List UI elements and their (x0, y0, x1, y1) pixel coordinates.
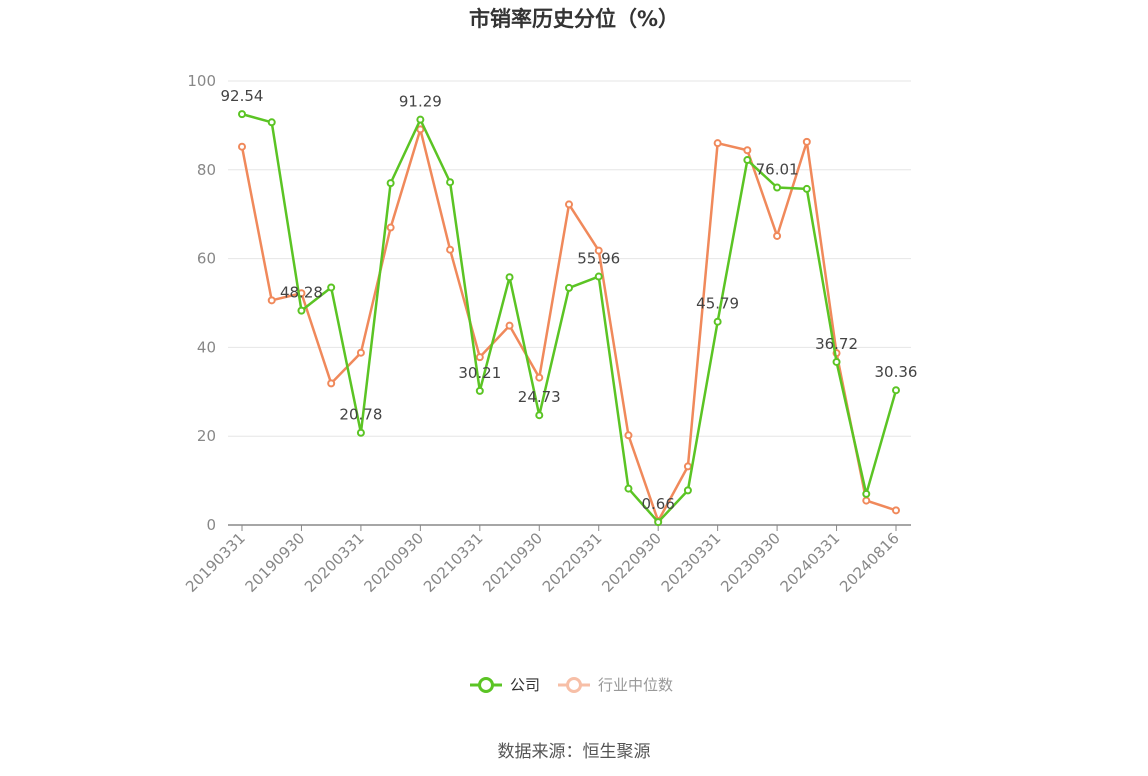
data-label: 48.28 (280, 284, 323, 302)
data-point[interactable] (683, 486, 692, 495)
y-tick-label: 60 (197, 250, 216, 268)
data-label: 20.78 (339, 406, 382, 424)
data-source: 数据来源：恒生聚源 (498, 742, 651, 762)
data-label: 76.01 (756, 161, 799, 179)
legend-circle-icon (566, 677, 582, 693)
data-point[interactable] (356, 428, 365, 437)
data-point[interactable] (386, 223, 395, 232)
x-axis: 2019033120190930202003312020093020210331… (182, 524, 911, 596)
data-point[interactable] (802, 184, 811, 193)
data-point[interactable] (624, 431, 633, 440)
x-tick-label: 20190930 (242, 529, 309, 596)
series-company (238, 110, 900, 527)
x-tick-label: 20230331 (658, 529, 725, 596)
data-label: 24.73 (518, 388, 561, 406)
data-point[interactable] (297, 306, 306, 315)
data-point[interactable] (386, 179, 395, 188)
series-layer (238, 110, 900, 527)
data-label: 92.54 (221, 87, 264, 105)
data-point[interactable] (505, 273, 514, 282)
x-tick-label: 20210331 (420, 529, 487, 596)
data-label: 30.36 (875, 363, 918, 381)
x-tick-label: 20240331 (777, 529, 844, 596)
x-tick-label: 20210930 (479, 529, 546, 596)
data-labels: 92.54 48.28 20.78 91.29 30.21 24.73 55.96 0.66 4… (221, 87, 918, 513)
data-point[interactable] (565, 283, 573, 292)
data-point[interactable] (892, 386, 900, 395)
data-point[interactable] (802, 137, 811, 146)
legend-label-industry-median: 行业中位数 (598, 676, 673, 694)
legend-label-company: 公司 (510, 676, 540, 694)
data-label: 0.66 (641, 495, 674, 513)
chart-title: 市销率历史分位（%） (469, 7, 679, 31)
data-point[interactable] (446, 245, 455, 254)
x-tick-label: 20220331 (539, 529, 606, 596)
data-label: 36.72 (815, 335, 858, 353)
data-point[interactable] (594, 272, 603, 281)
data-point[interactable] (446, 178, 455, 187)
data-point[interactable] (624, 484, 633, 493)
data-point[interactable] (475, 386, 484, 395)
data-point[interactable] (594, 246, 603, 255)
x-tick-label: 20190331 (182, 529, 249, 596)
data-point[interactable] (713, 139, 722, 148)
data-point[interactable] (892, 506, 900, 515)
data-point[interactable] (713, 317, 722, 326)
data-point[interactable] (683, 462, 692, 471)
y-tick-label: 20 (197, 427, 216, 445)
data-point[interactable] (773, 231, 782, 240)
x-tick-label: 20230930 (717, 529, 784, 596)
y-axis: 0 20 40 60 80 100 (187, 72, 216, 534)
data-point[interactable] (267, 296, 276, 305)
legend-circle-icon (478, 677, 494, 693)
data-point[interactable] (565, 200, 573, 209)
data-point[interactable] (267, 118, 276, 127)
data-point[interactable] (743, 146, 752, 155)
y-tick-label: 80 (197, 161, 216, 179)
data-point[interactable] (505, 321, 514, 330)
legend-item-industry-median[interactable]: 行业中位数 (558, 676, 673, 694)
data-point[interactable] (832, 357, 841, 366)
data-point[interactable] (475, 353, 484, 362)
data-label: 91.29 (399, 93, 442, 111)
data-point[interactable] (416, 125, 425, 134)
x-tick-label: 20240816 (836, 529, 903, 596)
data-point[interactable] (535, 373, 544, 382)
x-tick-label: 20200331 (301, 529, 368, 596)
data-point[interactable] (743, 156, 752, 165)
data-point[interactable] (862, 489, 871, 498)
data-point[interactable] (238, 142, 246, 151)
data-point[interactable] (327, 283, 336, 292)
data-point[interactable] (654, 518, 663, 527)
data-label: 55.96 (577, 250, 620, 268)
legend: 公司 行业中位数 (470, 676, 673, 694)
data-point[interactable] (238, 110, 246, 119)
x-tick-label: 20200930 (360, 529, 427, 596)
series-industry-median (238, 125, 900, 526)
x-tick-label: 20220930 (598, 529, 665, 596)
y-tick-label: 40 (197, 338, 216, 356)
data-label: 45.79 (696, 295, 739, 313)
data-label: 30.21 (458, 364, 501, 382)
data-point[interactable] (535, 411, 544, 420)
y-tick-label: 100 (187, 72, 216, 90)
legend-item-company[interactable]: 公司 (470, 676, 540, 694)
data-point[interactable] (773, 183, 782, 192)
y-tick-label: 0 (206, 516, 216, 534)
data-point[interactable] (356, 348, 365, 357)
data-point[interactable] (327, 379, 336, 388)
data-point[interactable] (862, 496, 871, 505)
data-point[interactable] (416, 115, 425, 124)
